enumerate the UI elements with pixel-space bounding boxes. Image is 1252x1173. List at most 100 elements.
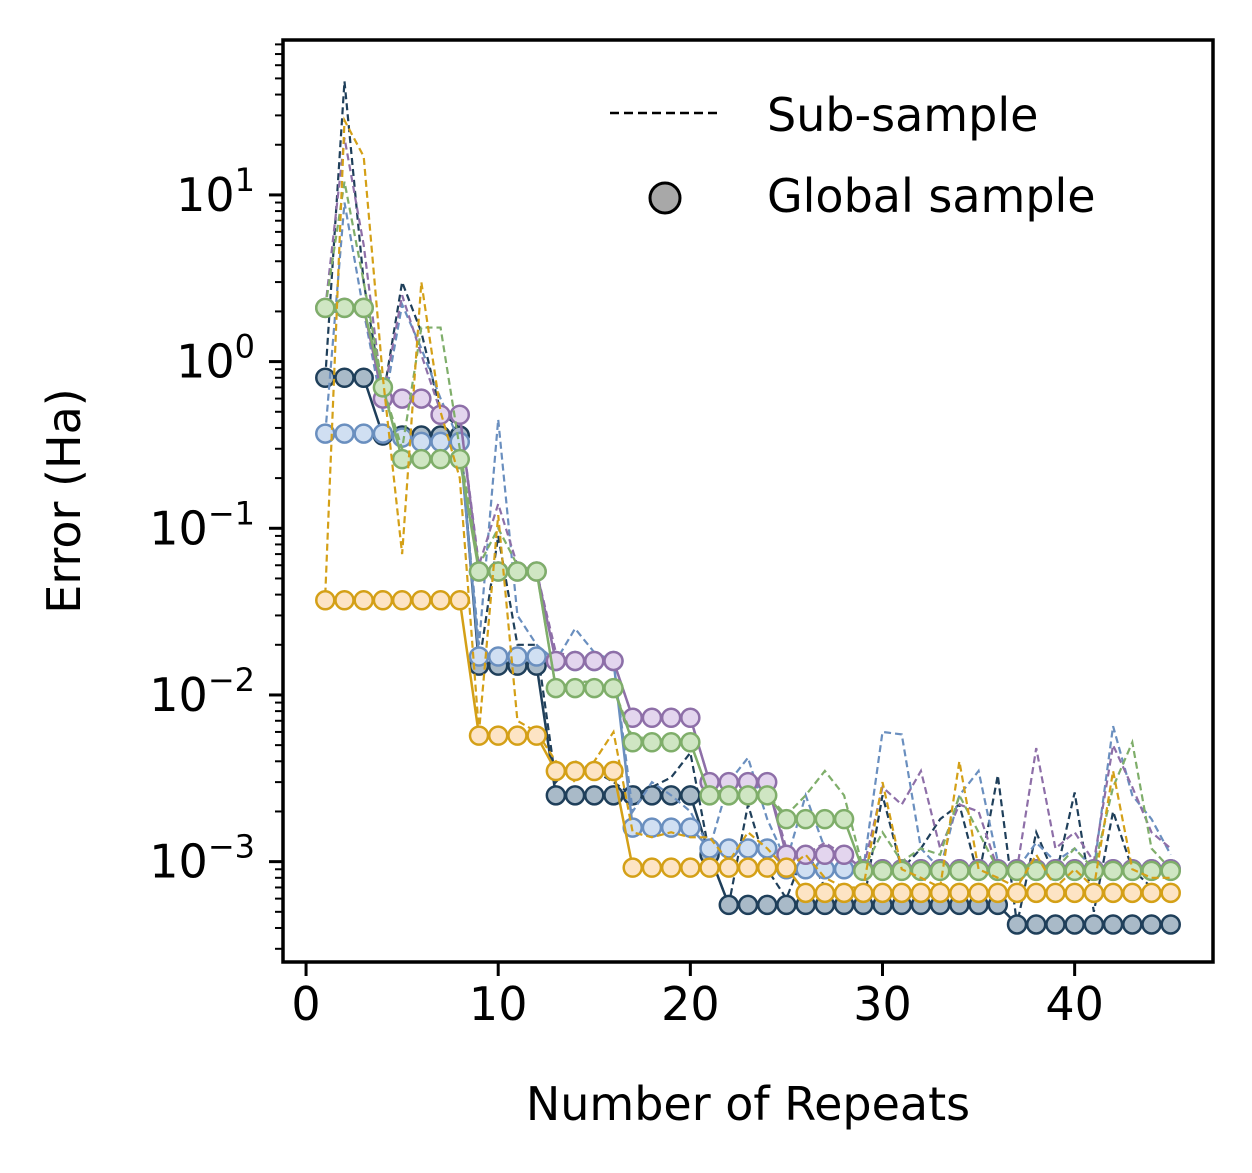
global-sample-point-light-blue — [680, 817, 701, 838]
global-sample-point-dark-blue — [641, 785, 663, 806]
legend-sub-sample-label: Sub-sample — [767, 88, 1038, 142]
y-tick-exponent: 0 — [235, 328, 255, 366]
global-sample-point-dark-blue — [776, 894, 797, 916]
global-sample-point-purple — [603, 650, 624, 672]
global-sample-point-orange — [756, 857, 778, 878]
sub-sample-line-light-blue — [324, 202, 1172, 872]
global-sample-point-dark-blue — [1160, 914, 1181, 935]
legend-global-sample-label: Global sample — [767, 169, 1096, 223]
global-sample-point-dark-blue — [1141, 914, 1162, 935]
global-sample-point-green — [680, 732, 701, 753]
global-sample-point-orange — [660, 857, 682, 878]
global-sample-point-green — [430, 448, 451, 470]
x-axis: 0 10 20 30 40 — [291, 962, 1104, 1031]
global-sample-point-dark-blue — [1102, 914, 1124, 935]
y-axis-title: Error (Ha) — [37, 388, 91, 613]
global-sample-point-orange — [1141, 882, 1162, 904]
global-sample-point-light-blue — [411, 431, 432, 453]
y-tick-exponent: −3 — [208, 828, 255, 866]
y-tick-exponent: −2 — [208, 661, 255, 699]
global-sample-point-green — [545, 677, 567, 699]
global-sample-point-green — [891, 860, 912, 882]
global-sample-point-orange — [1025, 882, 1047, 904]
global-sample-point-light-blue — [699, 838, 720, 859]
global-sample-point-green — [526, 561, 547, 582]
y-tick-label: 10−3 — [149, 828, 255, 889]
global-sample-point-green — [507, 561, 528, 582]
global-sample-point-orange — [776, 857, 797, 878]
global-sample-point-light-blue — [718, 838, 740, 859]
global-sample-point-orange — [526, 725, 547, 746]
global-sample-point-green — [315, 297, 336, 319]
global-sample-point-orange — [1102, 882, 1124, 904]
global-sample-point-light-blue — [641, 817, 663, 838]
global-sample-point-orange — [468, 725, 490, 746]
global-sample-point-orange — [1006, 882, 1028, 904]
global-sample-point-orange — [891, 882, 912, 904]
global-sample-point-green — [660, 732, 682, 753]
global-sample-point-purple — [584, 650, 605, 672]
global-sample-point-orange — [564, 760, 586, 782]
global-sample-point-orange — [353, 590, 374, 611]
global-sample-point-dark-blue — [1122, 914, 1143, 935]
global-sample-point-green — [949, 860, 970, 882]
global-sample-point-orange — [315, 590, 336, 611]
y-tick-base: 10 — [176, 168, 235, 222]
y-tick-base: 10 — [149, 668, 208, 722]
global-sample-point-orange — [449, 590, 471, 611]
global-sample-point-green — [1064, 860, 1085, 882]
global-sample-point-orange — [1160, 882, 1181, 904]
global-sample-point-orange — [833, 882, 855, 904]
legend: Sub-sample Global sample — [610, 88, 1096, 223]
global-sample-point-orange — [872, 882, 893, 904]
global-sample-point-orange — [949, 882, 970, 904]
global-sample-point-green — [699, 785, 720, 806]
global-sample-point-dark-blue — [564, 785, 586, 806]
y-tick-label: 101 — [176, 161, 255, 222]
global-sample-point-orange — [987, 882, 1009, 904]
global-sample-point-orange — [699, 857, 720, 878]
global-sample-point-orange — [968, 882, 989, 904]
global-sample-point-purple — [833, 844, 855, 865]
global-sample-point-purple — [814, 844, 836, 865]
global-sample-point-dark-blue — [584, 785, 605, 806]
global-sample-point-green — [411, 448, 432, 470]
global-sample-point-orange — [430, 590, 451, 611]
global-sample-point-dark-blue — [545, 785, 567, 806]
global-sample-point-green — [814, 808, 836, 830]
global-sample-point-green — [334, 297, 355, 319]
series-layer — [315, 81, 1181, 935]
global-sample-point-orange — [680, 857, 701, 878]
global-sample-point-orange — [910, 882, 932, 904]
global-sample-point-light-blue — [372, 423, 394, 444]
global-sample-point-green — [1083, 860, 1105, 882]
series-orange — [315, 116, 1181, 904]
y-tick-exponent: 1 — [235, 161, 255, 199]
global-sample-point-dark-blue — [737, 894, 759, 916]
plot-area — [315, 81, 1181, 935]
global-sample-point-light-blue — [487, 646, 509, 667]
x-tick-label: 40 — [1045, 977, 1104, 1031]
global-sample-point-orange — [603, 760, 624, 782]
global-sample-point-purple — [680, 707, 701, 728]
global-sample-point-dark-blue — [1006, 914, 1028, 935]
global-sample-point-dark-blue — [680, 785, 701, 806]
global-sample-point-orange — [853, 882, 874, 904]
global-sample-point-orange — [545, 760, 567, 782]
y-tick-label: 10−2 — [149, 661, 255, 722]
global-sample-point-orange — [814, 882, 836, 904]
global-sample-point-orange — [507, 725, 528, 746]
global-sample-point-green — [1102, 860, 1124, 882]
global-sample-point-purple — [449, 404, 471, 425]
global-sample-point-dark-blue — [334, 367, 355, 389]
x-tick-label: 30 — [853, 977, 912, 1031]
global-sample-point-dark-blue — [718, 894, 740, 916]
global-sample-point-green — [756, 785, 778, 806]
global-sample-point-orange — [718, 857, 740, 878]
global-sample-point-green — [718, 785, 740, 806]
global-sample-point-light-blue — [660, 817, 682, 838]
y-tick-base: 10 — [149, 501, 208, 555]
